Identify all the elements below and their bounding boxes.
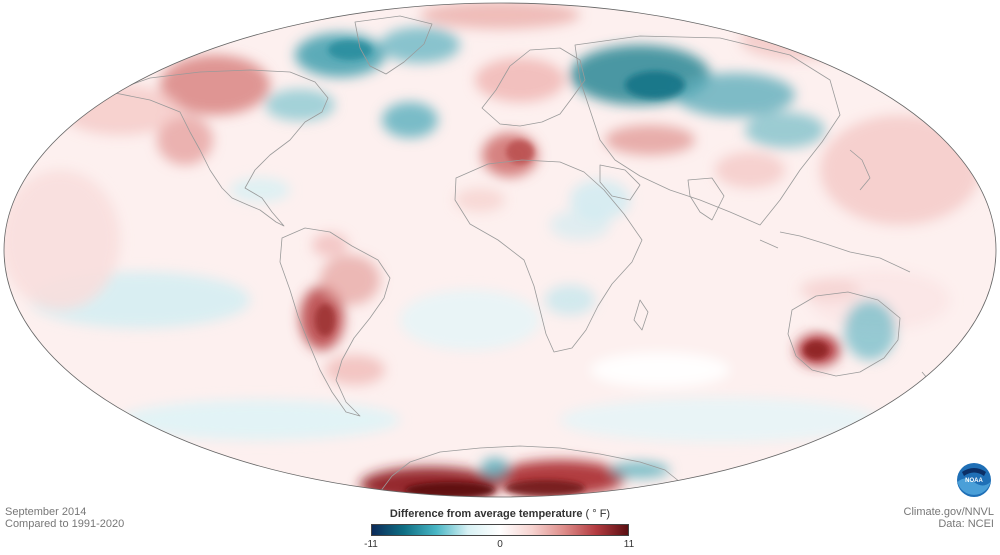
- arabia-outline: [599, 164, 641, 201]
- map-date: September 2014: [5, 506, 87, 518]
- continent-outlines: [109, 15, 933, 493]
- legend-color-bar: [371, 524, 629, 536]
- india-outline: [687, 177, 725, 221]
- legend-title-row: Difference from average temperature ( ° …: [360, 508, 640, 522]
- legend-title: Difference from average temperature: [389, 508, 583, 520]
- legend-min-label: -11: [364, 539, 378, 550]
- australia-outline: [787, 291, 901, 377]
- logo-text: NOAA: [965, 478, 983, 484]
- south-america-outline: [279, 227, 391, 417]
- color-legend: Difference from average temperature ( ° …: [360, 508, 640, 550]
- north-america-outline: [109, 69, 329, 227]
- temperature-anomaly-map: [3, 2, 997, 498]
- asia-outline: [574, 35, 841, 226]
- madagascar-outline: [633, 299, 649, 331]
- legend-unit: ( ° F): [585, 508, 611, 520]
- map-caption: September 2014 Compared to 1991-2020: [5, 506, 124, 530]
- europe-outline: [481, 47, 586, 127]
- africa-outline: [454, 159, 643, 353]
- credit-data: Data: NCEI: [938, 518, 994, 530]
- map-baseline: Compared to 1991-2020: [5, 518, 125, 530]
- antarctica-outline: [379, 445, 681, 493]
- globe-outline: [3, 2, 997, 498]
- indonesia-outline: [759, 231, 911, 273]
- noaa-logo-icon: NOAA: [957, 463, 991, 497]
- anomaly-field: [4, 3, 996, 497]
- japan-outline: [849, 149, 871, 191]
- greenland-outline: [354, 15, 433, 75]
- credit-site: Climate.gov/NNVL: [903, 506, 994, 518]
- map-credits: Climate.gov/NNVL Data: NCEI: [904, 506, 994, 530]
- legend-mid-label: 0: [497, 539, 503, 550]
- legend-max-label: 11: [623, 539, 635, 550]
